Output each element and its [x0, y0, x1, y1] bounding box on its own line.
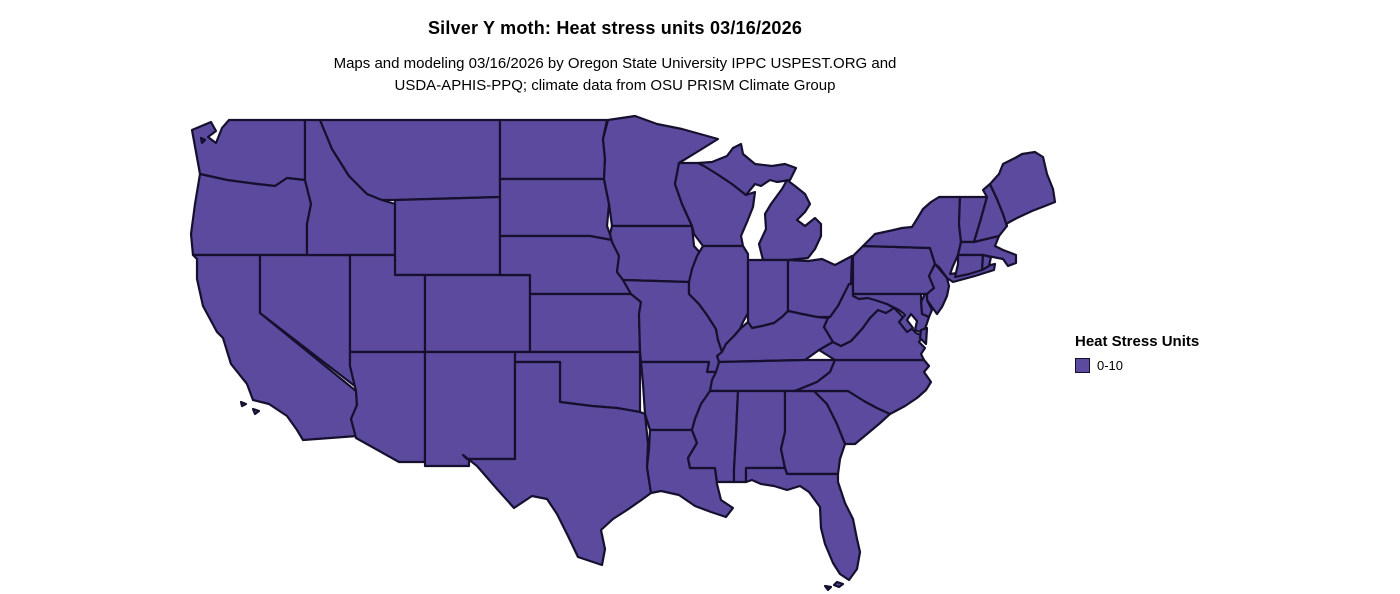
page-title: Silver Y moth: Heat stress units 03/16/2… [427, 18, 803, 38]
florida-keys-islands-2 [823, 584, 833, 592]
channel-islands-2 [239, 400, 248, 408]
state-kansas [528, 292, 643, 354]
legend-item: 0-10 [1075, 358, 1199, 373]
state-south-dakota [498, 177, 614, 242]
state-north-carolina [793, 358, 933, 416]
state-michigan-upper-peninsula [696, 142, 798, 197]
legend-swatch [1075, 358, 1090, 373]
legend-item-label: 0-10 [1097, 358, 1124, 373]
state-wyoming [393, 195, 502, 277]
state-rhode-island [980, 253, 993, 272]
state-michigan [757, 178, 823, 262]
legend-swatch-rect [1075, 358, 1090, 373]
state-oregon [189, 172, 313, 257]
channel-islands [251, 407, 261, 416]
virginia-eastern-shore [918, 326, 929, 346]
state-new-mexico [423, 350, 517, 468]
us-states-group [189, 114, 1057, 592]
san-juan-islands [199, 136, 207, 145]
state-colorado [423, 273, 532, 354]
state-texas [461, 360, 653, 567]
florida-keys-islands [832, 580, 845, 589]
state-pennsylvania [851, 244, 937, 296]
state-north-dakota [498, 118, 609, 181]
state-iowa [608, 224, 705, 284]
legend: Heat Stress Units 0-10 [1075, 333, 1199, 373]
header: Silver Y moth: Heat stress units 03/16/2… [0, 18, 1230, 97]
legend-title: Heat Stress Units [1075, 333, 1200, 350]
state-new-jersey [925, 262, 951, 316]
state-maine [988, 150, 1057, 228]
state-arizona [348, 350, 427, 464]
page-subtitle: Maps and modeling 03/16/2026 by Oregon S… [333, 55, 897, 94]
us-choropleth-map [189, 114, 1057, 592]
state-kentucky [715, 309, 835, 364]
state-maryland [851, 292, 931, 335]
state-florida [744, 466, 862, 582]
